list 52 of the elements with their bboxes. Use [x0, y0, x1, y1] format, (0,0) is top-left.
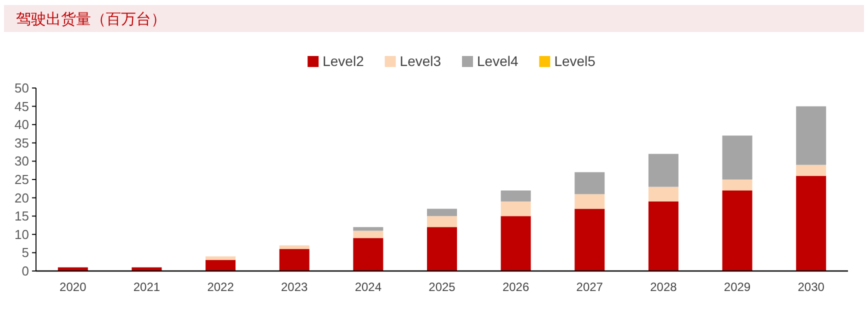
x-tick-label: 2022 [207, 280, 234, 294]
bar [796, 106, 826, 165]
x-tick-label: 2020 [60, 280, 87, 294]
y-tick-label: 50 [14, 80, 29, 96]
bar [353, 230, 384, 238]
y-tick-label: 30 [14, 154, 29, 169]
x-tick-label: 2023 [281, 280, 308, 294]
bar [500, 190, 531, 202]
y-tick-label: 5 [22, 245, 29, 260]
legend-label: Level4 [477, 53, 518, 69]
bar [796, 176, 826, 271]
bar [206, 260, 236, 271]
y-tick-label: 0 [22, 264, 29, 278]
y-tick-label: 35 [14, 135, 29, 150]
bar [574, 208, 605, 271]
legend-label: Level2 [322, 53, 364, 69]
bar [353, 227, 384, 231]
y-tick-label: 10 [14, 226, 29, 242]
bar [427, 216, 457, 228]
legend-label: Level5 [554, 53, 596, 69]
bar [722, 190, 752, 271]
x-tick-label: 2026 [502, 280, 530, 294]
bar [648, 201, 678, 271]
y-tick-label: 40 [14, 117, 29, 132]
x-tick-label: 2025 [428, 280, 456, 294]
bar [648, 154, 678, 187]
bar [279, 245, 310, 250]
bar [500, 216, 531, 271]
x-tick-label: 2028 [650, 280, 678, 294]
y-tick-label: 15 [14, 208, 29, 224]
bar [574, 194, 605, 209]
bar [796, 164, 826, 176]
bar [722, 180, 752, 190]
x-tick-label: 2027 [576, 280, 604, 294]
x-tick-label: 2021 [133, 280, 160, 294]
bar [500, 201, 531, 216]
bar [206, 256, 236, 260]
bar [427, 208, 457, 216]
x-tick-label: 2024 [354, 280, 382, 294]
y-tick-label: 20 [14, 190, 29, 206]
y-tick-label: 45 [14, 98, 29, 114]
x-tick-label: 2029 [724, 280, 751, 294]
bar [427, 227, 457, 271]
bar [279, 249, 310, 271]
chart-title: 驾驶出货量（百万台） [16, 11, 166, 28]
y-tick-label: 25 [14, 172, 29, 187]
x-tick-label: 2030 [798, 280, 825, 294]
legend-label: Level3 [400, 53, 442, 69]
bar [353, 238, 384, 271]
bar [574, 172, 605, 194]
bar [648, 186, 678, 202]
bar [722, 136, 752, 180]
